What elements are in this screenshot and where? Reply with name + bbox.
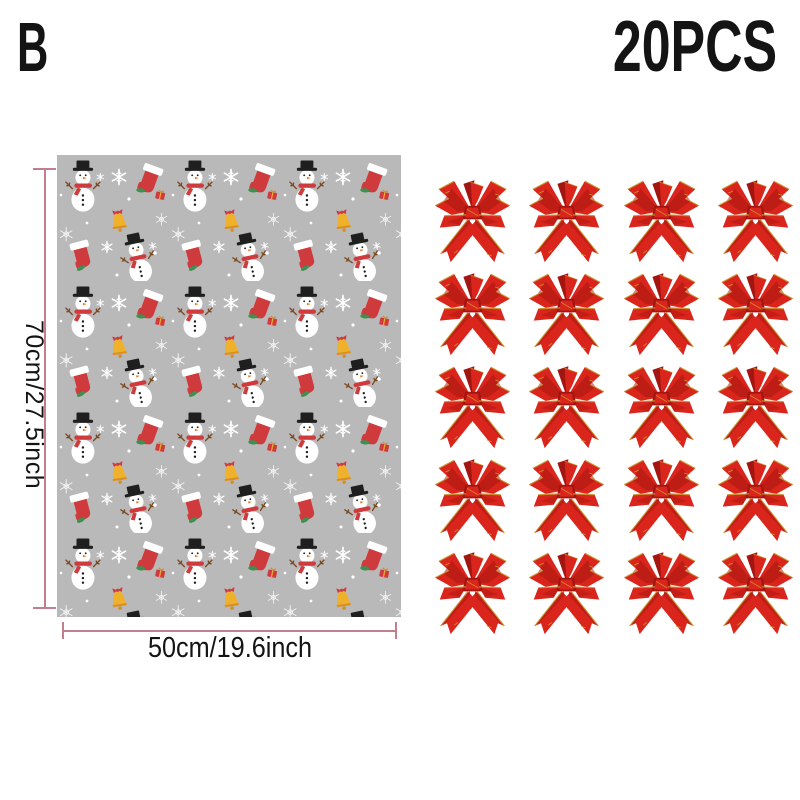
red-pull-bow-icon xyxy=(709,451,800,544)
height-dimension-cap-top xyxy=(33,168,56,170)
red-pull-bow-icon xyxy=(520,265,615,358)
wrapping-paper-swatch xyxy=(57,155,401,617)
red-pull-bow-icon xyxy=(425,544,520,637)
red-pull-bow-icon xyxy=(520,172,615,265)
red-pull-bow-icon xyxy=(614,265,709,358)
red-pull-bow-icon xyxy=(709,172,800,265)
width-dimension-line xyxy=(63,630,397,632)
quantity-label: 20PCS xyxy=(612,7,777,87)
red-pull-bow-icon xyxy=(709,358,800,451)
variant-label: B xyxy=(17,8,49,86)
red-pull-bow-icon xyxy=(614,358,709,451)
red-pull-bow-icon xyxy=(614,544,709,637)
red-pull-bow-icon xyxy=(709,544,800,637)
red-pull-bow-icon xyxy=(425,265,520,358)
height-dimension-cap-bottom xyxy=(33,607,56,609)
width-dimension-cap-left xyxy=(62,622,64,639)
height-dimension-label: 70cm/27.5inch xyxy=(20,320,48,490)
red-pull-bow-icon xyxy=(520,451,615,544)
red-pull-bow-icon xyxy=(425,172,520,265)
height-dimension-line xyxy=(44,169,46,609)
red-pull-bow-icon xyxy=(614,451,709,544)
red-pull-bow-icon xyxy=(425,451,520,544)
bows-grid xyxy=(425,172,800,638)
red-pull-bow-icon xyxy=(614,172,709,265)
red-pull-bow-icon xyxy=(520,358,615,451)
red-pull-bow-icon xyxy=(520,544,615,637)
width-dimension-cap-right xyxy=(395,622,397,639)
red-pull-bow-icon xyxy=(709,265,800,358)
width-dimension-label: 50cm/19.6inch xyxy=(147,632,313,664)
red-pull-bow-icon xyxy=(425,358,520,451)
